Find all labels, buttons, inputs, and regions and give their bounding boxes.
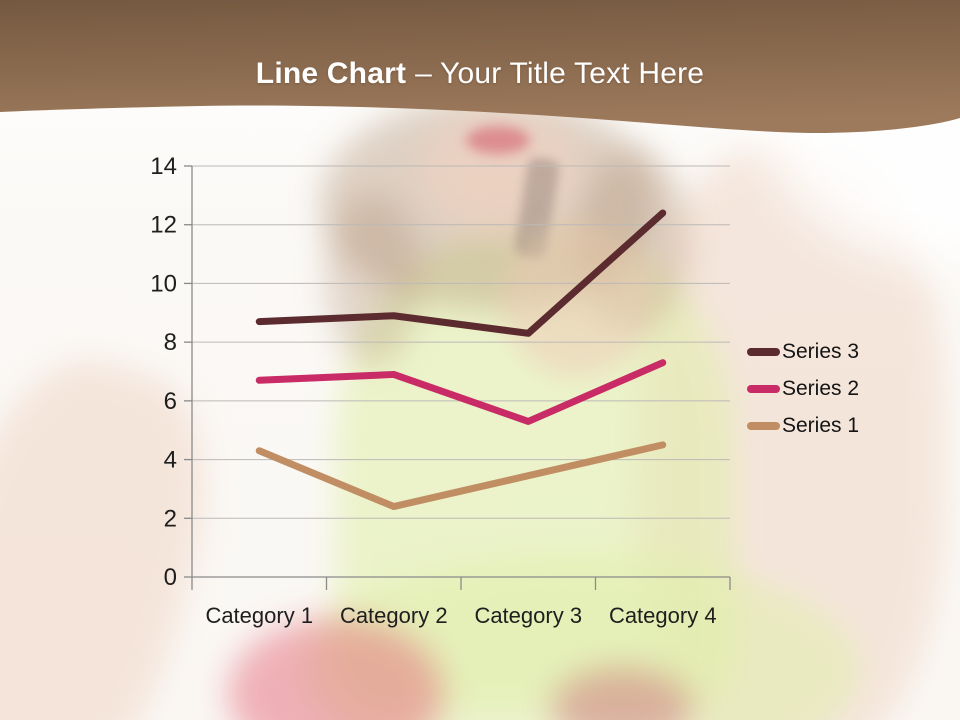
y-tick-label: 8 <box>164 329 177 356</box>
y-tick-label: 0 <box>164 564 177 591</box>
legend-label: Series 2 <box>782 376 860 400</box>
legend-label: Series 3 <box>782 339 860 363</box>
x-category-label: Category 4 <box>609 603 717 628</box>
legend-item-series-1: Series 1 <box>747 407 859 444</box>
y-tick-label: 4 <box>164 447 177 474</box>
photo-red-lips <box>466 126 530 154</box>
photo-hair-left <box>325 195 420 365</box>
y-tick-label: 6 <box>164 388 177 415</box>
y-tick-label: 2 <box>164 505 177 532</box>
banner-wave-shape <box>0 0 960 134</box>
y-tick-label: 12 <box>150 212 177 239</box>
series-1-marker-icon <box>747 421 780 430</box>
chart-legend: Series 3 Series 2 Series 1 <box>747 333 859 444</box>
slide-title: Line Chart – Your Title Text Here <box>0 56 960 92</box>
header-banner <box>0 0 960 134</box>
slide-title-rest: – Your Title Text Here <box>415 57 705 90</box>
series-line-series-1 <box>255 441 667 511</box>
series-3-marker-icon <box>747 347 780 356</box>
x-category-label: Category 1 <box>205 603 313 628</box>
series-line-series-2 <box>255 359 667 425</box>
slide-title-bold: Line Chart <box>255 57 407 90</box>
legend-item-series-3: Series 3 <box>747 333 859 370</box>
x-category-label: Category 2 <box>340 603 448 628</box>
legend-label: Series 1 <box>782 413 860 437</box>
series-line-series-3 <box>255 209 667 337</box>
series-2-marker-icon <box>747 384 780 393</box>
x-category-label: Category 3 <box>474 603 582 628</box>
y-tick-label: 10 <box>150 270 177 297</box>
y-tick-label: 14 <box>150 153 177 180</box>
legend-item-series-2: Series 2 <box>747 370 859 407</box>
